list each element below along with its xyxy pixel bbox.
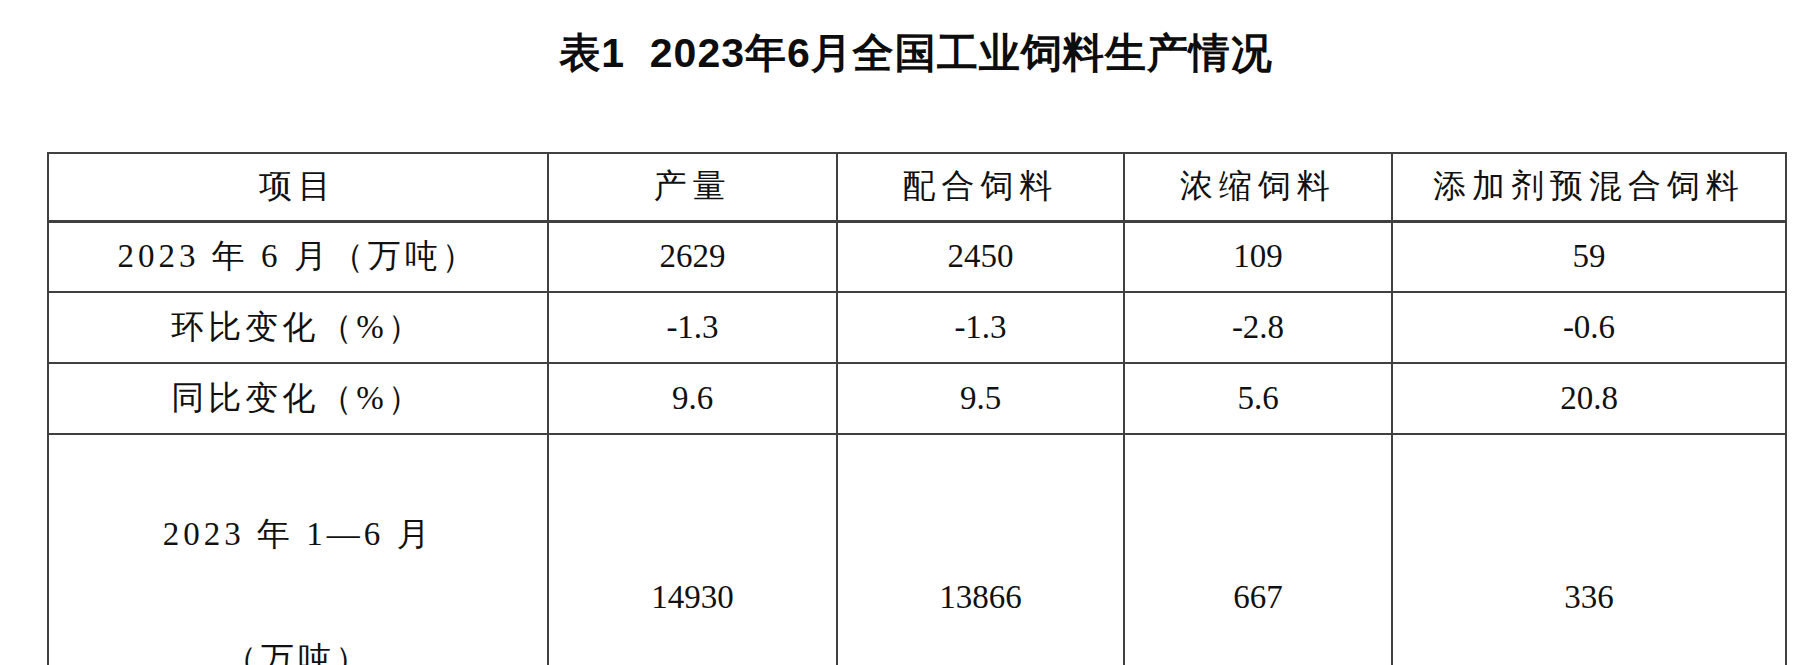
- table-cell: 9.6: [548, 363, 837, 434]
- table-row: 2023 年 6 月（万吨） 2629 2450 109 59: [48, 221, 1786, 292]
- row-label: 环比变化（%）: [48, 292, 548, 363]
- row-label: 2023 年 1—6 月 （万吨）: [48, 434, 548, 665]
- column-header-concentrate: 浓缩饲料: [1124, 153, 1392, 221]
- column-header-item: 项目: [48, 153, 548, 221]
- table-row: 环比变化（%） -1.3 -1.3 -2.8 -0.6: [48, 292, 1786, 363]
- table-row: 同比变化（%） 9.6 9.5 5.6 20.8: [48, 363, 1786, 434]
- table-cell: 5.6: [1124, 363, 1392, 434]
- table-cell: -0.6: [1392, 292, 1786, 363]
- table-cell: 14930: [548, 434, 837, 665]
- table-cell: 109: [1124, 221, 1392, 292]
- table-cell: -2.8: [1124, 292, 1392, 363]
- table-cell: 13866: [837, 434, 1124, 665]
- table-cell: 2450: [837, 221, 1124, 292]
- feed-production-table: 项目 产量 配合饲料 浓缩饲料 添加剂预混合饲料 2023 年 6 月（万吨） …: [47, 152, 1787, 665]
- column-header-compound: 配合饲料: [837, 153, 1124, 221]
- table-cell: 59: [1392, 221, 1786, 292]
- column-header-output: 产量: [548, 153, 837, 221]
- table-cell: 2629: [548, 221, 837, 292]
- table-row: 2023 年 1—6 月 （万吨） 14930 13866 667 336: [48, 434, 1786, 665]
- table-cell: -1.3: [548, 292, 837, 363]
- column-header-premix: 添加剂预混合饲料: [1392, 153, 1786, 221]
- table-cell: 667: [1124, 434, 1392, 665]
- table-cell: 20.8: [1392, 363, 1786, 434]
- table-header-row: 项目 产量 配合饲料 浓缩饲料 添加剂预混合饲料: [48, 153, 1786, 221]
- table-title: 表1 2023年6月全国工业饲料生产情况: [47, 26, 1785, 81]
- table-cell: 336: [1392, 434, 1786, 665]
- row-label: 2023 年 6 月（万吨）: [48, 221, 548, 292]
- table-cell: -1.3: [837, 292, 1124, 363]
- table-cell: 9.5: [837, 363, 1124, 434]
- row-label-line2: （万吨）: [49, 634, 547, 665]
- row-label-line1: 2023 年 1—6 月: [49, 509, 547, 560]
- row-label: 同比变化（%）: [48, 363, 548, 434]
